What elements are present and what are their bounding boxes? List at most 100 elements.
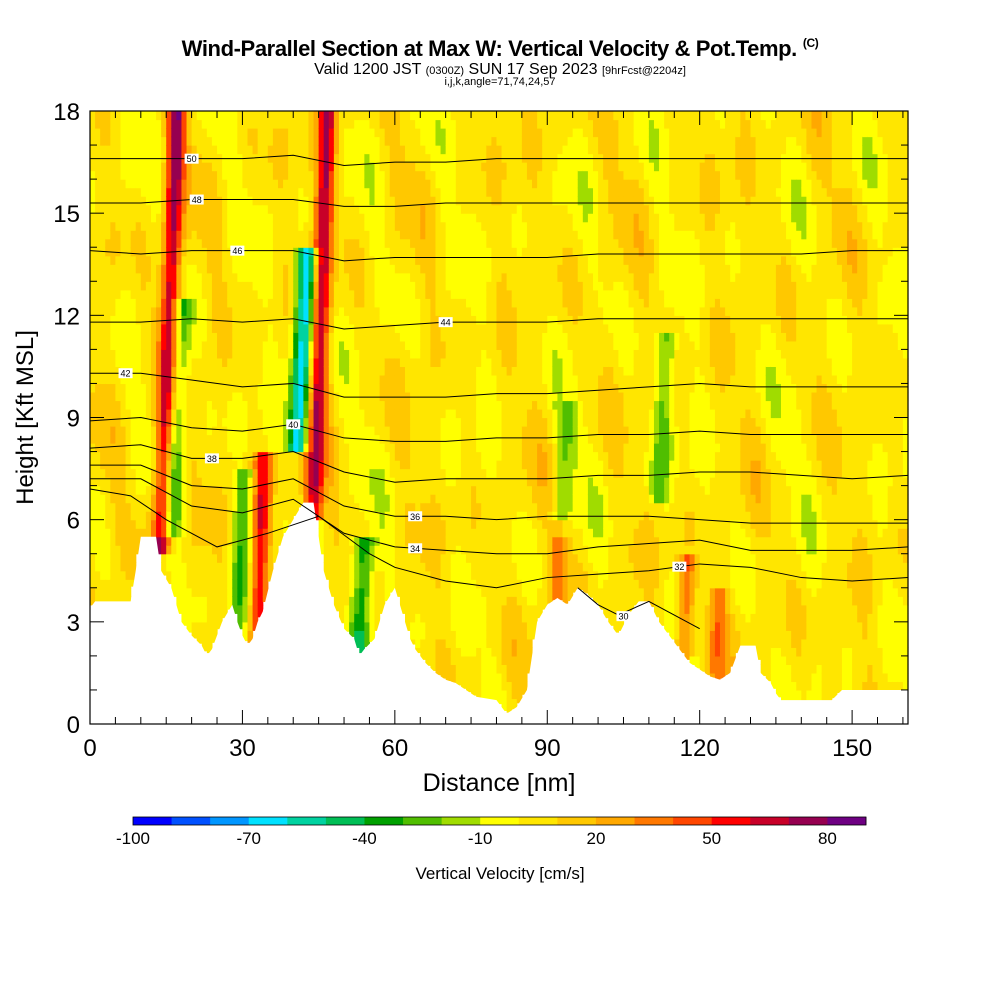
velocity-cell bbox=[333, 528, 340, 538]
velocity-cell bbox=[379, 196, 386, 206]
velocity-cell bbox=[120, 553, 127, 563]
velocity-cell bbox=[313, 383, 320, 393]
velocity-cell bbox=[420, 604, 426, 614]
velocity-cell bbox=[252, 196, 259, 206]
velocity-cell bbox=[394, 494, 401, 504]
velocity-cell bbox=[272, 221, 279, 231]
velocity-cell bbox=[359, 238, 365, 248]
velocity-cell bbox=[90, 545, 96, 555]
velocity-cell bbox=[425, 374, 432, 385]
velocity-cell bbox=[460, 477, 467, 487]
velocity-cell bbox=[252, 119, 259, 129]
velocity-cell bbox=[425, 621, 432, 631]
velocity-cell bbox=[242, 630, 249, 640]
velocity-cell bbox=[156, 230, 162, 240]
velocity-cell bbox=[176, 128, 183, 138]
velocity-cell bbox=[328, 272, 335, 282]
velocity-cell bbox=[222, 221, 228, 231]
velocity-cell bbox=[196, 179, 203, 189]
velocity-cell bbox=[338, 502, 345, 512]
velocity-cell bbox=[460, 264, 467, 274]
velocity-cell bbox=[465, 434, 472, 444]
velocity-cell bbox=[445, 374, 452, 385]
velocity-cell bbox=[481, 596, 487, 606]
velocity-cell bbox=[186, 604, 193, 614]
velocity-cell bbox=[486, 596, 492, 606]
velocity-cell bbox=[440, 255, 447, 265]
velocity-cell bbox=[298, 306, 304, 316]
velocity-cell bbox=[191, 179, 198, 189]
velocity-cell bbox=[455, 349, 462, 359]
velocity-cell bbox=[506, 374, 513, 385]
velocity-cell bbox=[211, 434, 218, 444]
velocity-cell bbox=[415, 553, 421, 563]
velocity-cell bbox=[328, 494, 335, 504]
velocity-cell bbox=[298, 383, 304, 393]
velocity-cell bbox=[420, 145, 426, 155]
velocity-cell bbox=[501, 417, 508, 427]
velocity-cell bbox=[501, 519, 508, 529]
velocity-cell bbox=[481, 264, 487, 274]
velocity-cell bbox=[338, 408, 345, 419]
velocity-cell bbox=[349, 621, 355, 631]
velocity-cell bbox=[425, 596, 432, 606]
velocity-cell bbox=[359, 485, 365, 495]
velocity-cell bbox=[222, 400, 228, 410]
velocity-cell bbox=[232, 374, 238, 385]
velocity-cell bbox=[511, 706, 518, 710]
velocity-cell bbox=[399, 485, 406, 495]
velocity-cell bbox=[486, 536, 492, 546]
velocity-cell bbox=[283, 400, 289, 410]
velocity-cell bbox=[369, 196, 376, 206]
velocity-cell bbox=[130, 306, 137, 316]
velocity-cell bbox=[455, 255, 462, 265]
velocity-cell bbox=[156, 502, 162, 512]
velocity-cell bbox=[166, 119, 172, 129]
velocity-cell bbox=[486, 315, 492, 325]
velocity-cell bbox=[277, 145, 284, 155]
velocity-cell bbox=[415, 187, 421, 197]
velocity-cell bbox=[211, 128, 218, 138]
velocity-cell bbox=[105, 323, 111, 333]
velocity-cell bbox=[369, 502, 376, 512]
velocity-cell bbox=[486, 621, 492, 631]
velocity-cell bbox=[471, 196, 477, 206]
velocity-cell bbox=[308, 315, 315, 325]
velocity-cell bbox=[471, 655, 477, 665]
velocity-cell bbox=[491, 494, 498, 504]
velocity-cell bbox=[501, 306, 508, 316]
velocity-cell bbox=[374, 460, 381, 470]
velocity-cell bbox=[150, 136, 157, 146]
velocity-cell bbox=[333, 357, 340, 368]
velocity-cell bbox=[359, 604, 365, 614]
velocity-cell bbox=[410, 323, 416, 333]
velocity-cell bbox=[145, 162, 152, 172]
velocity-cell bbox=[415, 536, 421, 546]
velocity-cell bbox=[389, 306, 396, 316]
velocity-cell bbox=[491, 443, 498, 453]
velocity-cell bbox=[450, 289, 457, 299]
velocity-cell bbox=[211, 587, 218, 597]
velocity-cell bbox=[181, 170, 188, 180]
velocity-cell bbox=[344, 247, 350, 257]
velocity-cell bbox=[496, 247, 503, 257]
velocity-cell bbox=[242, 621, 249, 631]
velocity-cell bbox=[450, 323, 457, 333]
velocity-cell bbox=[435, 238, 442, 248]
velocity-cell bbox=[445, 630, 452, 640]
velocity-cell bbox=[323, 434, 330, 444]
velocity-cell bbox=[186, 553, 193, 563]
velocity-cell bbox=[481, 604, 487, 614]
velocity-cell bbox=[115, 204, 122, 214]
velocity-cell bbox=[379, 596, 386, 606]
velocity-cell bbox=[323, 153, 330, 163]
velocity-cell bbox=[186, 443, 193, 453]
velocity-cell bbox=[455, 238, 462, 248]
velocity-cell bbox=[272, 281, 279, 291]
velocity-cell bbox=[237, 570, 244, 580]
velocity-cell bbox=[120, 162, 127, 172]
velocity-cell bbox=[344, 391, 350, 402]
velocity-cell bbox=[196, 136, 203, 146]
velocity-cell bbox=[476, 247, 482, 257]
velocity-cell bbox=[140, 323, 147, 333]
